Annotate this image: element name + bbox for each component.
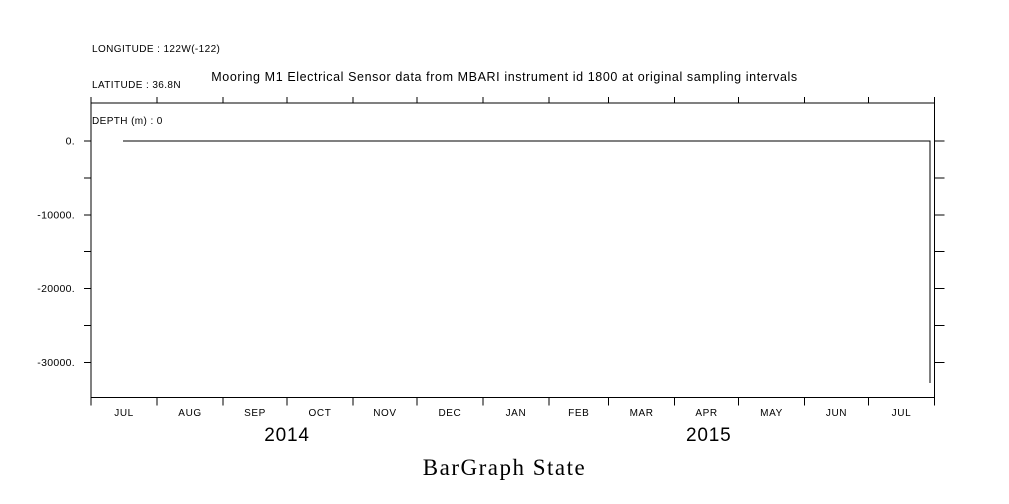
x-tick-label: OCT (309, 408, 332, 419)
y-tick-label: -10000. (37, 209, 75, 221)
x-tick-label: FEB (568, 408, 589, 419)
depth-label: DEPTH (m) : 0 (92, 116, 163, 127)
x-tick-label: AUG (178, 408, 201, 419)
y-tick-label: -20000. (37, 283, 75, 295)
longitude-label: LONGITUDE : 122W(-122) (92, 44, 221, 55)
x-tick-label: MAR (630, 408, 654, 419)
x-tick-label: JUL (114, 408, 134, 419)
y-tick-label: 0. (66, 136, 75, 148)
x-tick-label: JAN (506, 408, 527, 419)
year-label: 2015 (686, 425, 731, 446)
latitude-label: LATITUDE : 36.8N (92, 80, 182, 91)
chart-footer-label: BarGraph State (422, 455, 587, 480)
y-tick-label: -30000. (37, 357, 75, 369)
x-tick-label: APR (695, 408, 717, 419)
x-tick-label: NOV (373, 408, 396, 419)
x-tick-label: MAY (760, 408, 783, 419)
x-tick-label: DEC (438, 408, 461, 419)
x-tick-label: SEP (244, 408, 266, 419)
data-line (123, 140, 931, 384)
plot-box (90, 102, 935, 398)
year-label: 2014 (264, 425, 309, 446)
chart-title: Mooring M1 Electrical Sensor data from M… (211, 70, 798, 84)
x-tick-label: JUN (826, 408, 847, 419)
location-metadata: LONGITUDE : 122W(-122) LATITUDE : 36.8N … (92, 20, 220, 152)
x-tick-label: JUL (892, 408, 912, 419)
